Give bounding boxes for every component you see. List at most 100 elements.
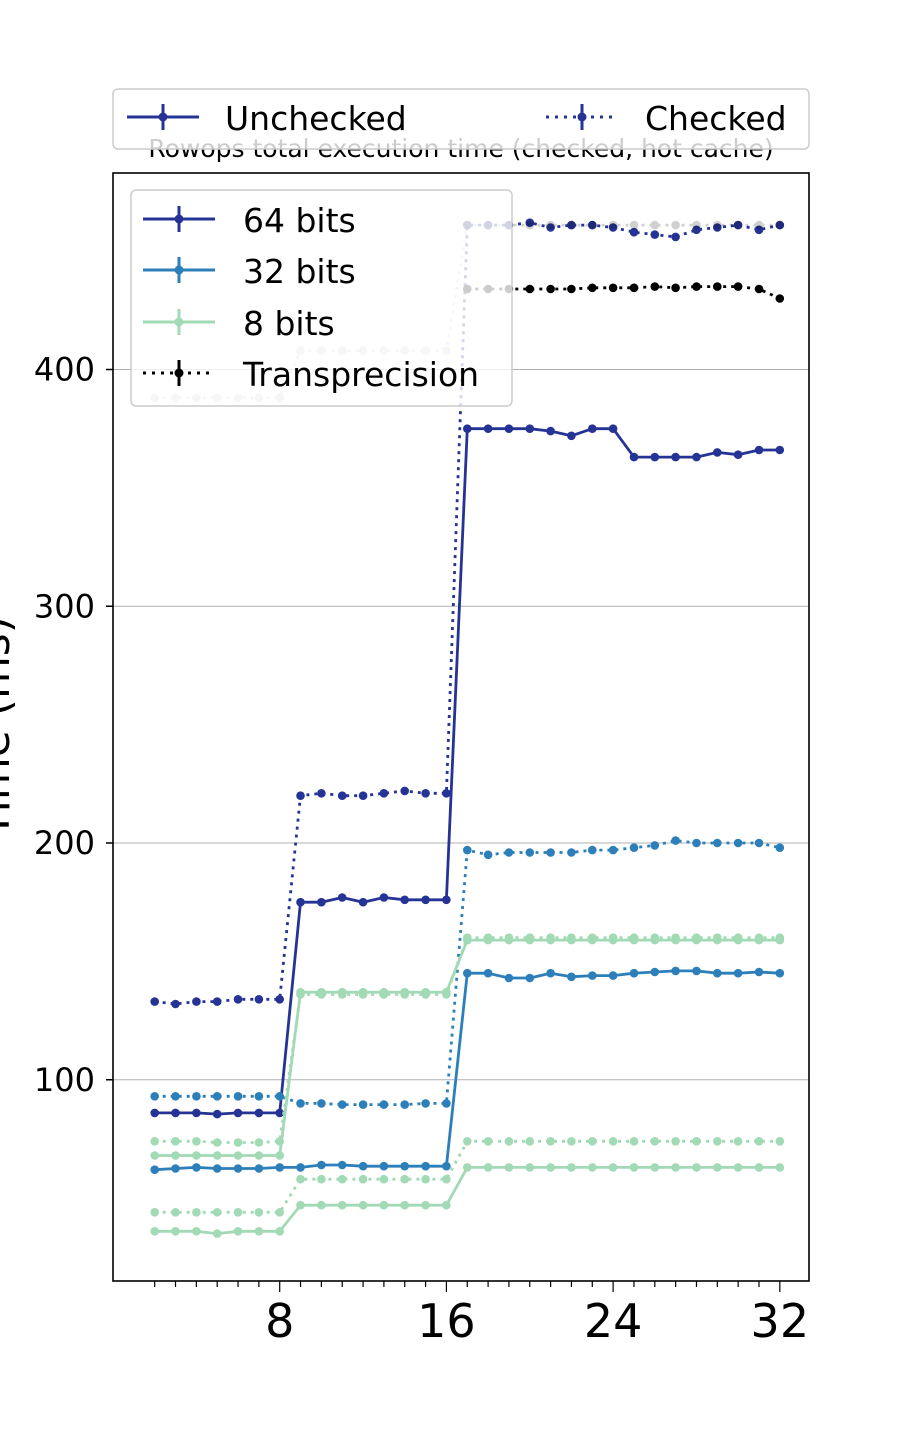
data-point — [483, 1137, 493, 1146]
data-point — [337, 990, 347, 999]
data-point — [421, 895, 430, 905]
data-point — [629, 283, 639, 293]
data-point — [775, 843, 785, 852]
x-tick-label: 8 — [265, 1294, 294, 1348]
data-point — [504, 933, 514, 942]
data-point — [379, 893, 389, 902]
data-point — [400, 895, 410, 905]
data-point — [192, 1108, 201, 1118]
data-point — [442, 895, 451, 905]
data-point — [546, 223, 555, 232]
data-point — [296, 1163, 305, 1172]
y-axis: 100 200 300 400 — [34, 351, 113, 1099]
data-point — [337, 1160, 347, 1170]
data-point — [192, 1137, 201, 1146]
data-point — [150, 1208, 159, 1217]
data-point — [192, 997, 201, 1006]
data-point — [754, 220, 764, 230]
data-point — [775, 933, 785, 942]
data-point — [567, 220, 576, 230]
data-point — [483, 850, 493, 860]
data-point — [379, 1161, 389, 1171]
data-point — [379, 789, 389, 798]
data-point — [275, 1163, 285, 1172]
data-point — [275, 1108, 285, 1118]
data-point — [400, 1100, 410, 1109]
data-point — [504, 973, 514, 983]
data-point — [525, 1163, 535, 1172]
data-point — [692, 1137, 701, 1146]
grid — [113, 369, 809, 1081]
data-point — [692, 452, 701, 462]
data-point — [567, 848, 576, 857]
plot-frame — [112, 172, 810, 1282]
data-point — [337, 791, 347, 800]
data-point — [212, 1164, 222, 1173]
data-point — [775, 1163, 785, 1172]
data-point — [567, 220, 576, 230]
data-point — [233, 1108, 243, 1118]
data-point — [150, 1108, 159, 1118]
data-point — [588, 1163, 597, 1172]
data-point — [192, 1151, 201, 1160]
data-point — [567, 431, 576, 441]
data-point — [546, 284, 555, 294]
data-point — [525, 284, 535, 294]
data-point — [692, 220, 701, 230]
data-point — [171, 1227, 180, 1236]
data-point — [150, 997, 159, 1006]
data-point — [400, 1161, 410, 1171]
data-point — [212, 1208, 222, 1217]
series-line — [154, 1166, 780, 1235]
data-point — [567, 1137, 576, 1146]
legend-32-marker — [174, 265, 184, 275]
data-point — [275, 995, 285, 1004]
data-point — [296, 897, 305, 907]
y-tick-label: 300 — [34, 587, 95, 625]
data-point — [650, 282, 660, 291]
data-point — [608, 223, 618, 232]
data-point — [358, 1174, 368, 1184]
data-point — [525, 218, 535, 227]
data-point — [233, 1208, 243, 1217]
data-point — [713, 933, 722, 942]
data-point — [379, 1200, 389, 1210]
data-point — [713, 1163, 722, 1172]
data-point — [463, 845, 472, 855]
data-point — [233, 995, 243, 1004]
data-point — [588, 220, 597, 230]
data-point — [358, 1200, 368, 1210]
data-point — [588, 971, 597, 980]
data-point — [713, 448, 722, 457]
data-point — [150, 1151, 159, 1160]
data-point — [546, 848, 555, 857]
data-point — [546, 220, 555, 230]
data-point — [254, 995, 264, 1004]
data-point — [754, 967, 764, 977]
legend-32-label: 32 bits — [243, 252, 356, 291]
data-point — [525, 1137, 535, 1146]
y-tick-label: 400 — [34, 351, 95, 389]
data-point — [358, 1161, 368, 1171]
data-point — [588, 220, 597, 230]
data-point — [483, 424, 493, 434]
data-point — [650, 220, 660, 230]
data-point — [483, 1163, 493, 1172]
data-point — [650, 230, 660, 239]
data-point — [400, 786, 410, 796]
y-tick-label: 200 — [34, 824, 95, 862]
data-point — [733, 220, 743, 230]
series-6 — [150, 1163, 785, 1238]
data-point — [692, 933, 701, 942]
data-point — [650, 933, 660, 942]
data-point — [671, 933, 680, 942]
data-point — [442, 1161, 451, 1171]
data-point — [546, 968, 555, 978]
data-point — [483, 968, 493, 978]
data-point — [254, 1108, 264, 1118]
data-point — [713, 282, 722, 291]
data-point — [275, 1092, 285, 1101]
legend-64-marker — [174, 214, 184, 224]
data-point — [525, 220, 535, 230]
